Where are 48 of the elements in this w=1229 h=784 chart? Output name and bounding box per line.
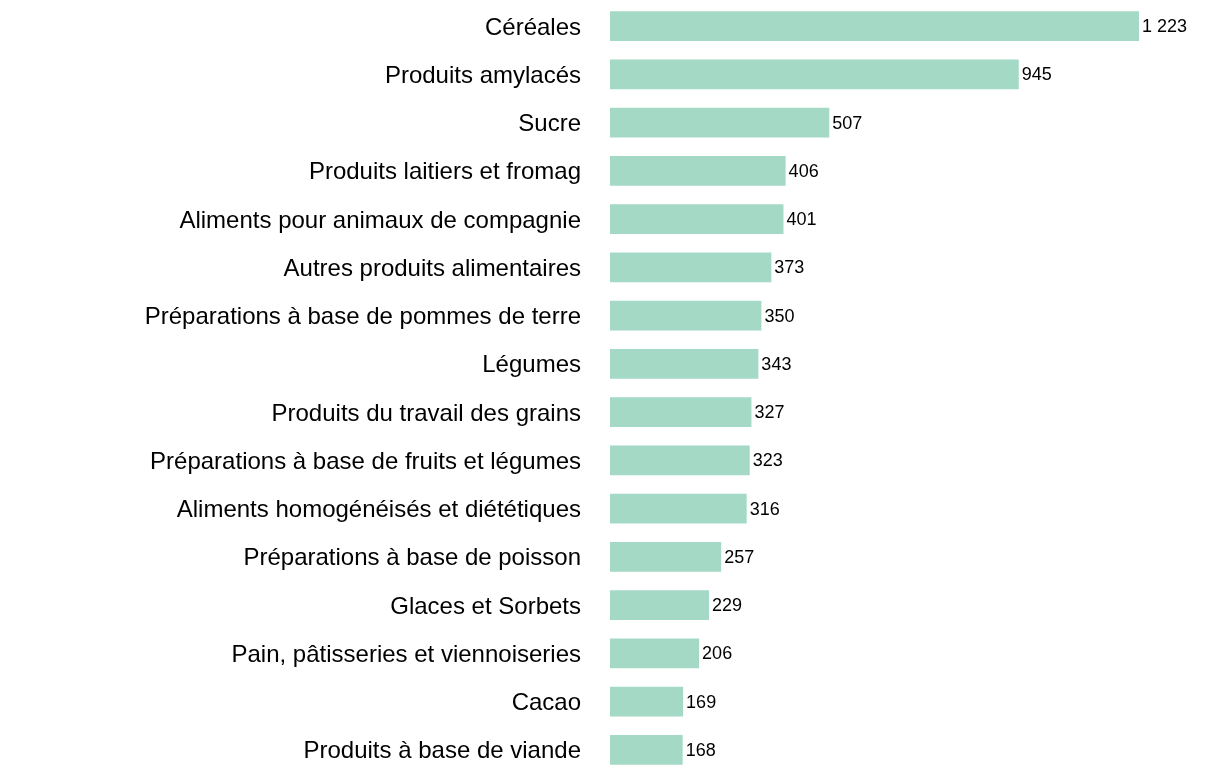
data-label: 373 bbox=[774, 257, 805, 278]
data-label: 206 bbox=[702, 643, 733, 664]
y-tick-label: Cacao bbox=[511, 688, 581, 716]
bar bbox=[610, 445, 750, 476]
data-label: 1 223 bbox=[1142, 16, 1188, 37]
bar bbox=[610, 252, 772, 283]
bar bbox=[610, 348, 759, 379]
bar bbox=[610, 686, 684, 717]
data-label: 168 bbox=[685, 739, 716, 760]
data-label: 316 bbox=[749, 498, 780, 519]
y-tick-label: Céréales bbox=[484, 12, 581, 40]
y-tick-label: Produits amylacés bbox=[384, 60, 581, 88]
y-tick-label: Glaces et Sorbets bbox=[390, 591, 581, 619]
data-label: 507 bbox=[832, 112, 863, 133]
data-label: 401 bbox=[786, 209, 817, 230]
y-tick-label: Aliments homogénéisés et diététiques bbox=[176, 495, 581, 523]
data-label: 257 bbox=[724, 546, 755, 567]
bar bbox=[610, 204, 784, 235]
y-tick-label: Aliments pour animaux de compagnie bbox=[179, 205, 581, 233]
data-label: 327 bbox=[754, 402, 785, 423]
data-label: 350 bbox=[764, 305, 795, 326]
y-tick-label: Pain, pâtisseries et viennoiseries bbox=[231, 639, 581, 667]
y-tick-label: Produits laitiers et fromag bbox=[308, 157, 581, 185]
data-label: 323 bbox=[752, 450, 783, 471]
y-tick-label: Autres produits alimentaires bbox=[283, 253, 581, 281]
data-label: 229 bbox=[712, 595, 743, 616]
y-tick-label: Sucre bbox=[518, 109, 581, 137]
bar bbox=[610, 397, 752, 428]
bar bbox=[610, 638, 700, 669]
y-tick-label: Préparations à base de pommes de terre bbox=[144, 302, 581, 330]
bar bbox=[610, 734, 683, 765]
y-tick-label: Préparations à base de fruits et légumes bbox=[150, 446, 581, 474]
bar bbox=[610, 59, 1019, 90]
bar bbox=[610, 155, 786, 186]
y-tick-label: Produits du travail des grains bbox=[271, 398, 581, 426]
y-tick-label: Produits à base de viande bbox=[303, 736, 581, 764]
bar bbox=[610, 590, 710, 621]
data-label: 169 bbox=[686, 691, 717, 712]
bar bbox=[610, 493, 747, 524]
y-tick-label: Légumes bbox=[482, 350, 581, 378]
data-label: 945 bbox=[1021, 64, 1052, 85]
bar bbox=[610, 300, 762, 331]
data-label: 343 bbox=[761, 353, 792, 374]
bar bbox=[610, 11, 1139, 42]
y-tick-label: Préparations à base de poisson bbox=[243, 543, 581, 571]
bar bbox=[610, 107, 830, 138]
data-label: 406 bbox=[788, 160, 819, 181]
bar bbox=[610, 541, 722, 572]
